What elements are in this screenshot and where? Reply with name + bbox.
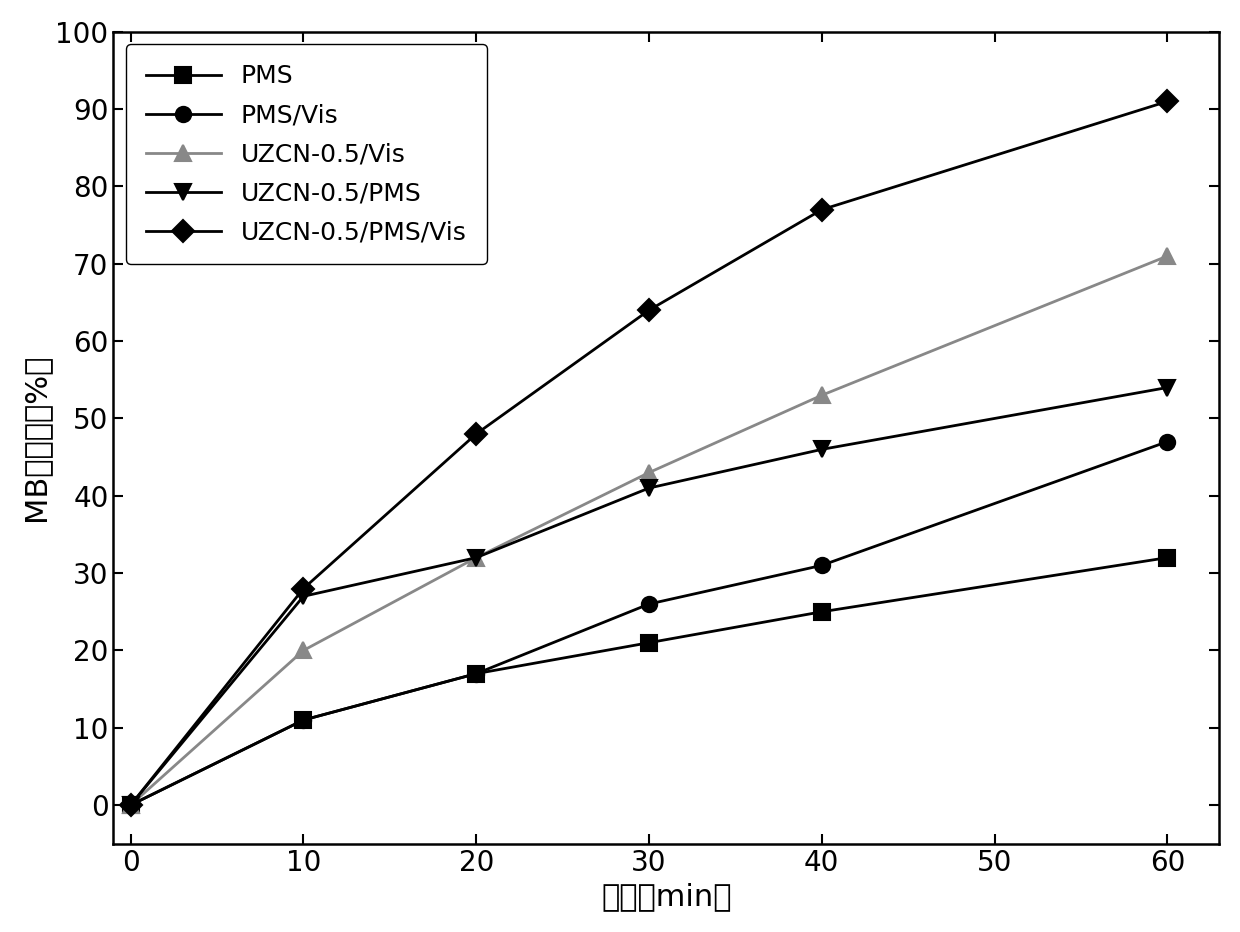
PMS [1159,552,1174,563]
Line: UZCN-0.5/PMS/Vis: UZCN-0.5/PMS/Vis [123,94,1176,813]
UZCN-0.5/PMS [296,591,311,602]
Line: UZCN-0.5/Vis: UZCN-0.5/Vis [123,249,1176,813]
UZCN-0.5/Vis [1159,251,1174,262]
PMS/Vis [641,598,656,610]
UZCN-0.5/Vis [296,645,311,656]
Line: UZCN-0.5/PMS: UZCN-0.5/PMS [123,380,1176,813]
PMS/Vis [123,800,138,811]
UZCN-0.5/PMS/Vis [641,305,656,316]
UZCN-0.5/PMS/Vis [296,583,311,595]
PMS [469,668,484,679]
PMS [641,637,656,649]
UZCN-0.5/PMS/Vis [815,204,830,215]
Legend: PMS, PMS/Vis, UZCN-0.5/Vis, UZCN-0.5/PMS, UZCN-0.5/PMS/Vis: PMS, PMS/Vis, UZCN-0.5/Vis, UZCN-0.5/PMS… [126,45,487,265]
Line: PMS/Vis: PMS/Vis [123,434,1176,813]
UZCN-0.5/PMS [1159,382,1174,393]
UZCN-0.5/Vis [641,467,656,478]
UZCN-0.5/Vis [815,390,830,401]
UZCN-0.5/PMS/Vis [469,429,484,440]
UZCN-0.5/PMS [641,483,656,494]
Line: PMS: PMS [123,550,1176,813]
PMS [815,606,830,617]
X-axis label: 时间（min）: 时间（min） [601,883,732,911]
PMS/Vis [469,668,484,679]
PMS [296,715,311,726]
UZCN-0.5/PMS [815,444,830,455]
UZCN-0.5/Vis [469,552,484,563]
PMS/Vis [296,715,311,726]
PMS/Vis [815,560,830,571]
PMS/Vis [1159,436,1174,447]
UZCN-0.5/PMS/Vis [123,800,138,811]
UZCN-0.5/PMS/Vis [1159,96,1174,107]
UZCN-0.5/PMS [469,552,484,563]
UZCN-0.5/PMS [123,800,138,811]
PMS [123,800,138,811]
Y-axis label: MB去除率（%）: MB去除率（%） [21,354,50,522]
UZCN-0.5/Vis [123,800,138,811]
